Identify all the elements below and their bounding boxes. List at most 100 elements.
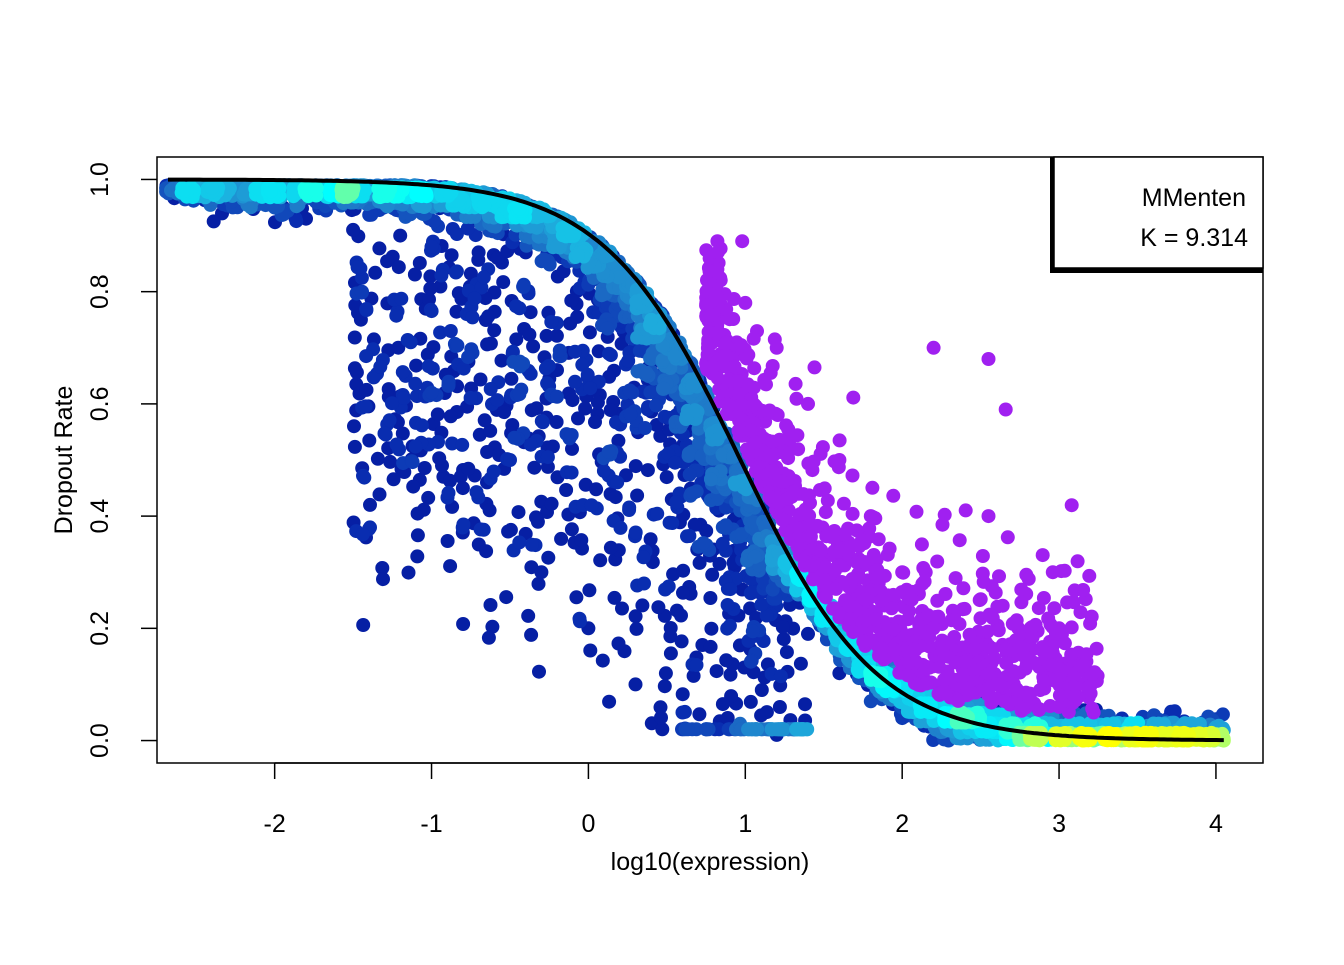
density-point <box>534 414 549 429</box>
density-point <box>463 266 478 281</box>
density-point <box>759 705 774 720</box>
density-point <box>584 498 599 513</box>
density-point <box>375 561 390 575</box>
density-point <box>456 361 471 376</box>
density-point <box>703 591 718 605</box>
density-point <box>496 275 511 290</box>
density-point <box>667 349 682 364</box>
density-point <box>483 598 498 612</box>
density-point <box>513 359 528 374</box>
density-point <box>622 500 637 515</box>
density-point <box>723 582 738 597</box>
density-point <box>674 634 689 649</box>
density-point <box>775 620 790 635</box>
density-point <box>545 439 560 454</box>
density-point <box>549 415 564 429</box>
density-point <box>571 411 585 426</box>
density-point <box>522 327 537 342</box>
density-point <box>692 555 707 570</box>
density-point <box>656 381 671 396</box>
density-point <box>1215 707 1230 722</box>
density-point <box>204 180 219 195</box>
density-point <box>406 479 421 494</box>
density-point <box>680 529 694 544</box>
density-point <box>636 550 651 565</box>
density-point <box>832 666 847 681</box>
density-point <box>380 254 395 269</box>
density-point <box>372 241 387 256</box>
density-point <box>359 349 374 364</box>
density-point <box>424 239 439 254</box>
density-point <box>676 585 690 600</box>
density-point <box>490 393 505 408</box>
density-point <box>263 184 278 199</box>
density-point <box>377 426 392 441</box>
density-point <box>651 600 666 615</box>
density-point <box>675 705 690 720</box>
density-point <box>603 540 618 555</box>
density-point <box>665 516 680 530</box>
density-point <box>779 645 794 660</box>
density-point <box>381 187 396 202</box>
density-point <box>692 707 707 722</box>
density-point <box>417 461 432 475</box>
density-point <box>456 617 471 631</box>
density-point <box>709 664 724 679</box>
density-point <box>654 710 668 725</box>
points-layer <box>159 178 1231 748</box>
density-point <box>419 189 434 204</box>
density-point <box>723 667 738 682</box>
density-point <box>554 531 569 546</box>
density-point <box>588 415 602 429</box>
density-point <box>607 590 622 605</box>
density-point <box>405 455 420 470</box>
density-point <box>772 700 787 714</box>
density-point <box>507 430 522 445</box>
density-point <box>686 486 701 500</box>
density-point <box>487 323 502 338</box>
density-point <box>574 533 589 548</box>
density-point <box>465 310 480 325</box>
density-point <box>743 722 758 737</box>
density-point <box>477 198 492 213</box>
density-point <box>430 407 445 422</box>
density-point <box>649 398 664 413</box>
density-point <box>715 697 730 712</box>
density-point <box>687 517 702 532</box>
density-point <box>401 565 416 580</box>
density-point <box>564 465 579 480</box>
density-point <box>477 413 492 428</box>
density-point <box>382 413 397 428</box>
density-point <box>347 330 362 345</box>
density-point <box>494 353 509 368</box>
density-point <box>512 535 527 550</box>
density-point <box>704 472 718 487</box>
density-point <box>583 381 598 396</box>
density-point <box>532 664 546 679</box>
density-point <box>601 444 616 459</box>
density-point <box>675 687 690 702</box>
density-point <box>734 527 749 542</box>
density-point <box>512 387 527 402</box>
density-point <box>703 639 718 654</box>
density-point <box>629 621 644 636</box>
density-point <box>386 472 401 487</box>
density-point <box>582 325 597 340</box>
density-point <box>676 563 691 578</box>
density-point <box>471 245 486 260</box>
density-point <box>348 298 363 313</box>
density-point <box>410 549 425 564</box>
density-point <box>366 370 381 385</box>
density-point <box>609 415 623 430</box>
density-point <box>569 590 584 605</box>
density-point <box>473 522 488 537</box>
density-point <box>572 614 587 629</box>
density-point <box>443 473 457 488</box>
density-point <box>720 711 735 725</box>
density-point <box>432 451 447 466</box>
density-point <box>527 460 542 475</box>
density-point <box>412 256 427 270</box>
density-point <box>394 291 409 306</box>
density-point <box>773 669 788 684</box>
